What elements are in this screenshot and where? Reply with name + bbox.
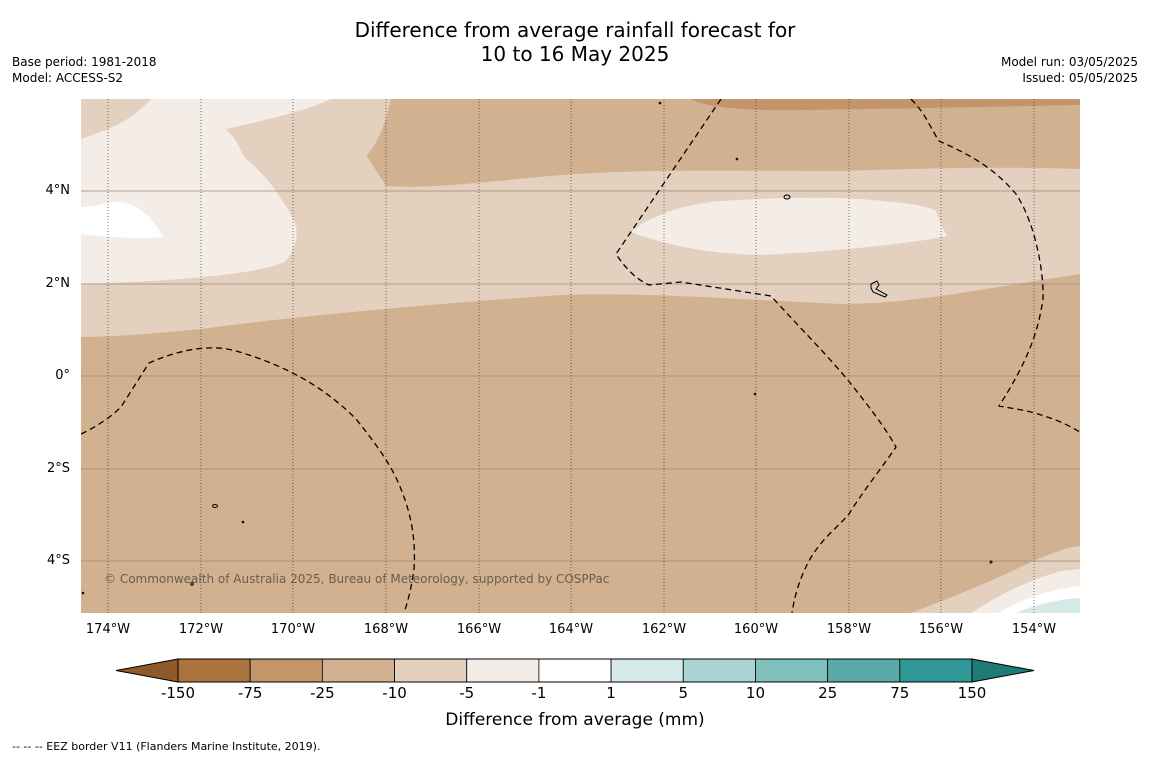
latitude-gridlines <box>81 190 1080 562</box>
contour-band-pale-central <box>631 197 947 255</box>
lat-label-4s: 4°S <box>46 553 70 568</box>
eez-legend-note: -- -- -- EEZ border V11 (Flanders Marine… <box>12 740 321 753</box>
colorbar-tick-label: 150 <box>957 684 987 702</box>
island-kiritimati <box>870 280 888 298</box>
colorbar-segment-4 <box>466 658 540 683</box>
lon-label-156w: 156°W <box>918 622 964 637</box>
island-jarvis <box>753 392 757 396</box>
contour-band-teal-se <box>1016 598 1080 613</box>
lon-label-154w: 154°W <box>1011 622 1057 637</box>
island-nikumaroro <box>81 591 85 595</box>
colorbar-segment-0 <box>177 658 251 683</box>
colorbar-tick-label: 1 <box>606 684 616 702</box>
eez-border-kiribati-phoenix <box>81 347 416 613</box>
eez-border-line-islands-west <box>615 99 897 613</box>
copyright-notice: © Commonwealth of Australia 2025, Bureau… <box>104 572 610 586</box>
title-line-1: Difference from average rainfall forecas… <box>354 18 796 42</box>
island-palmyra <box>735 157 739 161</box>
colorbar-segment-1 <box>249 658 323 683</box>
colorbar-segment-7 <box>682 658 756 683</box>
colorbar-tick-label: 75 <box>890 684 910 702</box>
colorbar-segment-8 <box>755 658 829 683</box>
colorbar-extend-low <box>115 658 179 683</box>
colorbar-tick-label: -75 <box>237 684 263 702</box>
contour-band-white-west <box>81 201 163 239</box>
colorbar <box>115 658 1035 683</box>
colorbar-segment-3 <box>394 658 468 683</box>
lon-label-158w: 158°W <box>826 622 872 637</box>
contour-band-dark-brown <box>691 99 1080 111</box>
title-line-2: 10 to 16 May 2025 <box>480 42 670 66</box>
meta-left: Base period: 1981-2018 Model: ACCESS-S2 <box>12 54 157 86</box>
lon-label-168w: 168°W <box>363 622 409 637</box>
island-enderbury <box>241 520 245 524</box>
base-period: Base period: 1981-2018 <box>12 55 157 69</box>
colorbar-tick-label: 5 <box>678 684 689 702</box>
model-run: Model run: 03/05/2025 <box>1000 55 1138 69</box>
colorbar-tick-label: -150 <box>160 684 196 702</box>
island-kanton <box>212 504 218 508</box>
model-name: Model: ACCESS-S2 <box>12 71 124 85</box>
issued-date: Issued: 05/05/2025 <box>1022 71 1138 85</box>
island-tabuaeran <box>783 194 791 200</box>
lon-label-174w: 174°W <box>85 622 131 637</box>
meta-right: Model run: 03/05/2025 Issued: 05/05/2025 <box>1001 54 1138 86</box>
lon-label-160w: 160°W <box>733 622 779 637</box>
island-kingman <box>658 101 662 105</box>
lat-label-2s: 2°S <box>46 461 70 476</box>
colorbar-segment-6 <box>610 658 684 683</box>
rainfall-anomaly-map <box>81 99 1080 613</box>
lat-label-4n: 4°N <box>45 183 71 198</box>
colorbar-tick-label: -1 <box>531 684 547 702</box>
eez-border-line-islands-east <box>910 99 1080 433</box>
lon-label-164w: 164°W <box>548 622 594 637</box>
island-vostok <box>989 560 993 564</box>
lon-label-162w: 162°W <box>641 622 687 637</box>
colorbar-tick-label: -5 <box>459 684 475 702</box>
lat-label-0: 0° <box>55 368 70 383</box>
lon-label-172w: 172°W <box>178 622 224 637</box>
island-birnie <box>190 582 194 586</box>
chart-title: Difference from average rainfall forecas… <box>0 18 1150 66</box>
colorbar-extend-high <box>971 658 1035 683</box>
colorbar-segment-10 <box>899 658 973 683</box>
colorbar-segment-9 <box>827 658 901 683</box>
lon-label-170w: 170°W <box>270 622 316 637</box>
colorbar-title: Difference from average (mm) <box>445 710 705 730</box>
colorbar-tick-label: -10 <box>382 684 407 702</box>
colorbar-tick-label: -25 <box>310 684 335 702</box>
colorbar-tick-label: 10 <box>745 684 765 702</box>
colorbar-segments <box>177 658 973 683</box>
lat-label-2n: 2°N <box>45 276 71 291</box>
colorbar-segment-5 <box>538 658 612 683</box>
colorbar-segment-2 <box>321 658 395 683</box>
colorbar-tick-label: 25 <box>818 684 838 702</box>
colorbar-frame <box>177 658 973 683</box>
contour-band-medium-brown-north <box>366 99 1080 187</box>
lon-label-166w: 166°W <box>456 622 502 637</box>
